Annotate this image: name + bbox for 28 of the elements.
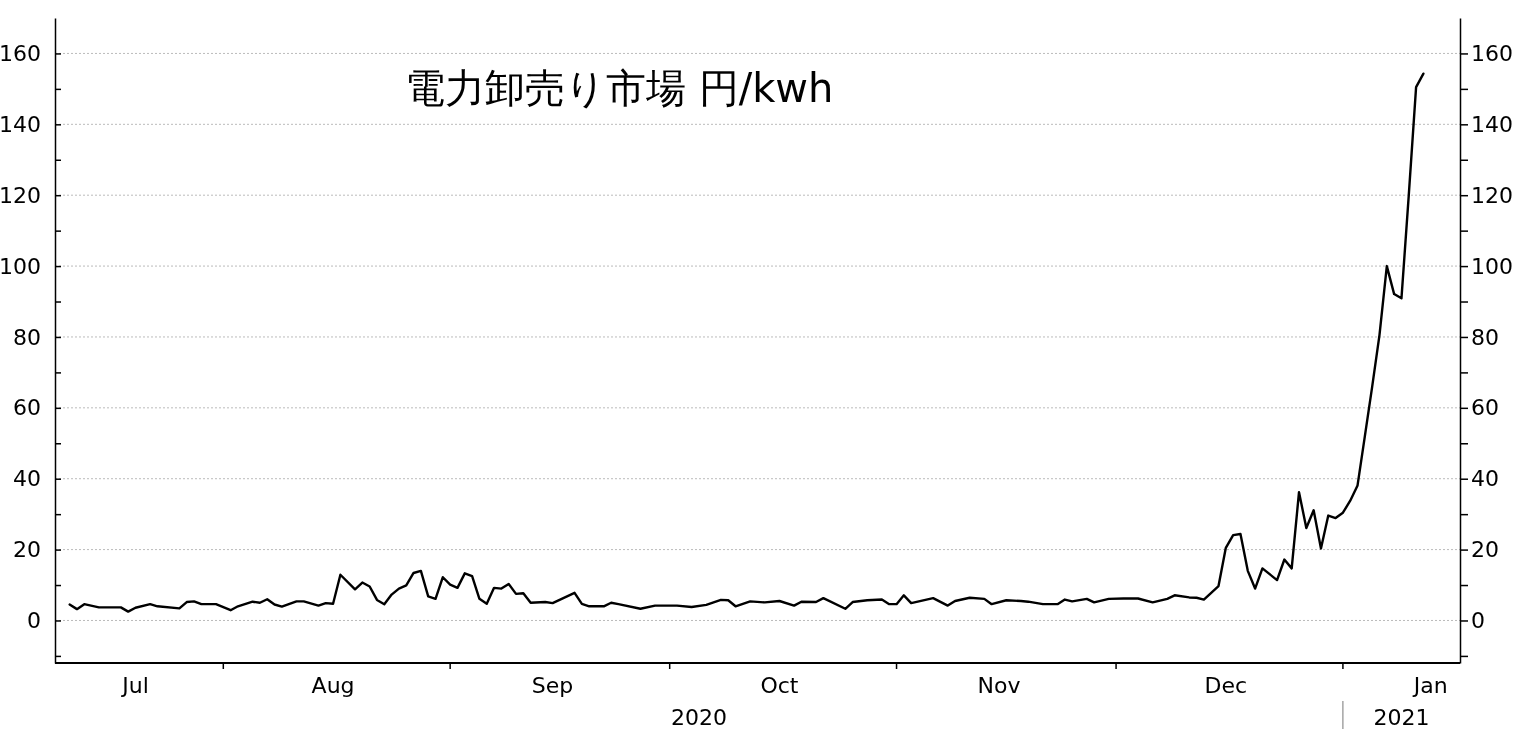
x2-tick-label: 2020 (670, 705, 727, 730)
y-tick-label: 80 (13, 324, 41, 350)
y-tick-label: 0 (27, 608, 41, 634)
y-tick-label: 160 (0, 40, 41, 66)
x-tick-label: Oct (760, 673, 799, 698)
y2-tick-label: 60 (1471, 395, 1499, 421)
y-tick-label: 100 (0, 253, 41, 279)
y2-tick-label: 120 (1471, 182, 1513, 208)
y2-tick-label: 140 (1471, 111, 1513, 137)
x-tick-label: Dec (1204, 673, 1248, 698)
y-tick-label: 120 (0, 182, 41, 208)
y-tick-label: 140 (0, 111, 41, 137)
x-tick-label: Nov (977, 673, 1021, 698)
y2-tick-label: 100 (1471, 253, 1513, 279)
x-tick-label: Jul (120, 673, 149, 698)
y2-tick-label: 160 (1471, 40, 1513, 66)
y2-tick-label: 20 (1471, 537, 1499, 563)
x-tick-label: Aug (311, 673, 355, 698)
y-tick-label: 20 (13, 537, 41, 563)
text: 電力卸売り市場 円/kwh (405, 65, 834, 111)
x-tick-label: Sep (531, 673, 574, 698)
y-tick-label: 40 (13, 466, 41, 492)
x2-tick-label: 2021 (1373, 705, 1430, 730)
y2-tick-label: 0 (1471, 608, 1485, 634)
y2-tick-label: 40 (1471, 466, 1499, 492)
x-tick-label: Jan (1411, 673, 1448, 698)
y2-tick-label: 80 (1471, 324, 1499, 350)
y-tick-label: 60 (13, 395, 41, 421)
